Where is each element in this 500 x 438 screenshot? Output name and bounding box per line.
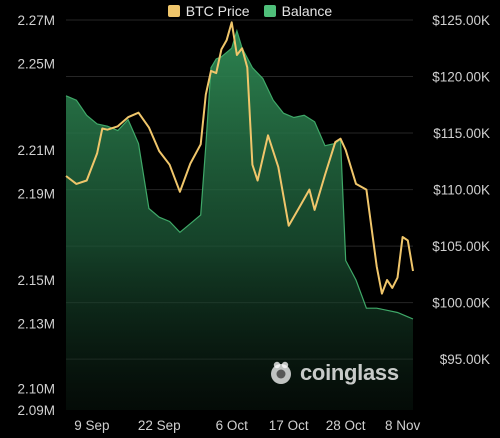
right-tick-label-4: $105.00K [432,239,490,254]
right-tick-label-6: $95.00K [440,352,490,367]
legend-item-balance[interactable]: Balance [263,3,333,19]
x-tick-label-2: 6 Oct [216,418,249,433]
left-tick-label-6: 2.10M [17,381,55,396]
btc-legend-label: BTC Price [185,3,250,19]
x-tick-label-5: 8 Nov [385,418,421,433]
btc-legend-swatch [167,5,180,17]
left-tick-label-0: 2.27M [17,13,55,28]
right-tick-label-5: $100.00K [432,296,490,311]
left-tick-label-2: 2.21M [17,143,55,158]
balance-area [66,30,413,411]
left-tick-label-3: 2.19M [17,186,55,201]
right-tick-label-0: $125.00K [432,13,490,28]
left-tick-label-4: 2.15M [17,273,55,288]
right-tick-label-3: $110.00K [433,183,490,198]
chart-legend: BTC Price Balance [0,0,500,22]
left-tick-label-5: 2.13M [17,316,55,331]
x-tick-label-0: 9 Sep [74,418,109,433]
watermark-text: coinglass [300,360,399,385]
coinglass-logo-icon [271,361,291,384]
balance-legend-label: Balance [281,3,333,19]
btc-price-line [65,21,414,295]
right-tick-label-1: $120.00K [432,70,490,85]
balance-legend-swatch [263,5,276,17]
legend-item-btc[interactable]: BTC Price [167,3,250,19]
coinglass-watermark: coinglass [268,360,399,386]
right-tick-label-2: $115.00K [433,126,490,141]
x-tick-label-3: 17 Oct [269,418,309,433]
balance-series-line [65,28,414,320]
x-tick-label-4: 28 Oct [326,418,366,433]
x-tick-label-1: 22 Sep [138,418,181,433]
left-tick-label-1: 2.25M [17,56,55,71]
left-tick-label-7: 2.09M [17,403,55,418]
